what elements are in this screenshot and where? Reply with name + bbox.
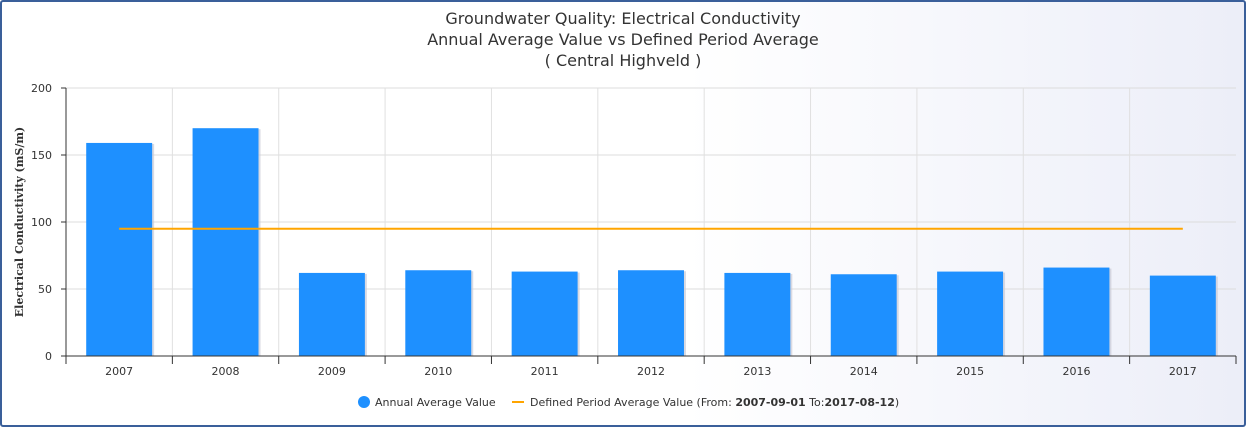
x-tick-label: 2015 [956, 365, 984, 378]
x-tick-label: 2013 [743, 365, 771, 378]
bar-series [86, 128, 1218, 356]
axes [61, 87, 1237, 364]
bar-2017[interactable] [1149, 275, 1216, 356]
legend-line-label: Defined Period Average Value (From: 2007… [530, 396, 899, 409]
y-tick-label: 200 [31, 82, 52, 95]
x-tick-label: 2017 [1169, 365, 1197, 378]
y-axis-title: Electrical Conductivity (mS/m) [13, 127, 26, 317]
x-tick-label: 2010 [424, 365, 452, 378]
legend-line-to-date: 2017-08-12 [824, 396, 894, 409]
chart-title: Groundwater Quality: Electrical Conducti… [427, 9, 819, 70]
y-tick-labels: 0 50 100 150 200 [31, 82, 52, 363]
x-tick-label: 2008 [212, 365, 240, 378]
legend-line-from-date: 2007-09-01 [735, 396, 805, 409]
bar-2007[interactable] [86, 142, 153, 356]
legend-bar-label: Annual Average Value [375, 396, 496, 409]
x-tick-label: 2014 [850, 365, 878, 378]
chart-title-line-1: Groundwater Quality: Electrical Conducti… [445, 9, 800, 28]
legend: Annual Average Value Defined Period Aver… [358, 396, 899, 409]
y-tick-label: 100 [31, 216, 52, 229]
bar-2010[interactable] [405, 270, 472, 356]
y-tick-label: 0 [45, 350, 52, 363]
legend-bar-marker [358, 396, 370, 408]
bar-2013[interactable] [724, 272, 791, 356]
legend-line-suffix: ) [895, 396, 899, 409]
x-tick-label: 2007 [105, 365, 133, 378]
y-tick-label: 50 [38, 283, 52, 296]
x-tick-label: 2012 [637, 365, 665, 378]
bar-2015[interactable] [937, 271, 1004, 356]
legend-item-annual-average[interactable]: Annual Average Value [358, 396, 496, 409]
legend-item-period-average[interactable]: Defined Period Average Value (From: 2007… [512, 396, 899, 409]
legend-line-mid: To: [806, 396, 825, 409]
bar-2014[interactable] [830, 274, 897, 356]
bar-2008[interactable] [192, 128, 259, 356]
bar-2011[interactable] [511, 271, 578, 356]
chart-title-line-3: ( Central Highveld ) [545, 51, 702, 70]
chart-title-line-2: Annual Average Value vs Defined Period A… [427, 30, 819, 49]
x-tick-labels: 2007 2008 2009 2010 2011 2012 2013 2014 2015 2016… [105, 365, 1197, 378]
x-tick-label: 2011 [531, 365, 559, 378]
grid [66, 87, 1236, 356]
x-tick-label: 2009 [318, 365, 346, 378]
y-tick-label: 150 [31, 149, 52, 162]
bar-2012[interactable] [618, 270, 684, 356]
legend-line-prefix: Defined Period Average Value (From: [530, 396, 735, 409]
bar-2009[interactable] [298, 272, 365, 356]
x-tick-label: 2016 [1062, 365, 1090, 378]
bar-2016[interactable] [1043, 267, 1110, 356]
